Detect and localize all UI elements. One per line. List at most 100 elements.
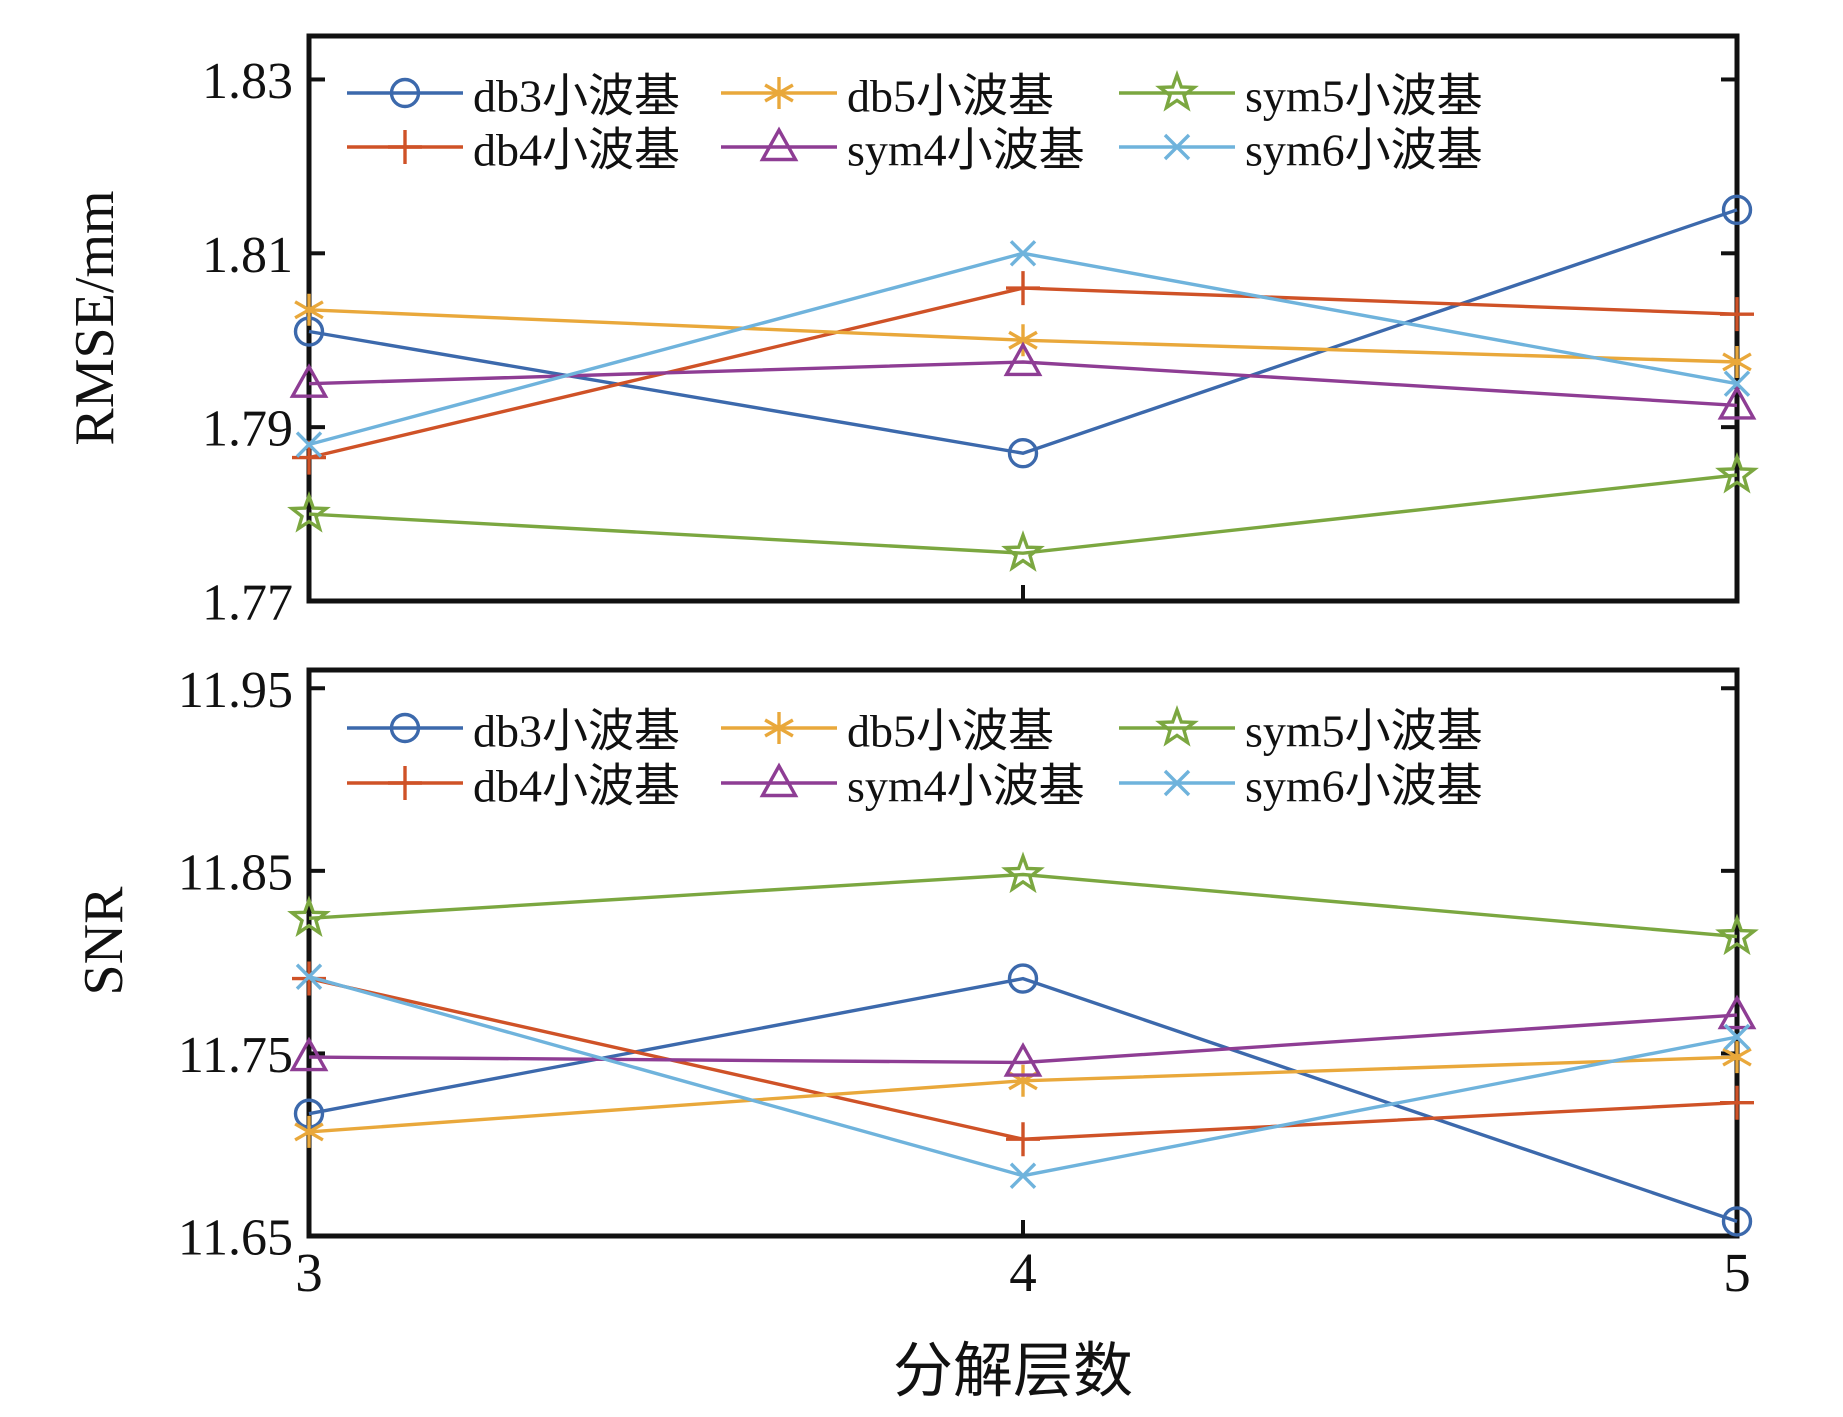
series-line-sym4 (308, 1013, 1738, 1065)
marker-x-sym6 (1723, 370, 1751, 397)
legend-marker-x (1163, 769, 1191, 797)
y-tick-label: 1.77 (202, 575, 293, 632)
y-tick-label: 1.83 (202, 53, 293, 110)
series-db3 (293, 963, 1753, 1237)
legend-label-db3: db3小波基 (473, 71, 680, 122)
series-sym5 (287, 451, 1759, 572)
marker-circle-db3 (1007, 438, 1039, 469)
marker-asterisk-db5 (1722, 345, 1752, 378)
marker-star-sym5 (1715, 451, 1759, 494)
series-line-db3 (308, 208, 1738, 455)
legend-label-db4: db4小波基 (473, 761, 680, 812)
marker-asterisk-db5 (294, 1115, 324, 1148)
series-sym6 (295, 963, 1751, 1189)
legend-marker-triangle (759, 126, 799, 162)
legend-item-sym6: sym6小波基 (1119, 761, 1483, 812)
series-sym5 (287, 851, 1759, 956)
series-line-sym5 (308, 473, 1738, 555)
x-tick-label: 4 (1009, 1242, 1037, 1303)
legend-label-sym6: sym6小波基 (1245, 761, 1483, 812)
legend-marker-circle (389, 712, 421, 744)
x-axis-label: 分解层数 (893, 1338, 1133, 1405)
legend-item-db5: db5小波基 (721, 71, 1054, 122)
marker-asterisk-db5 (1722, 1041, 1752, 1074)
legend-marker-asterisk (764, 712, 794, 744)
legend-marker-plus (388, 766, 422, 800)
legend-item-sym5: sym5小波基 (1119, 69, 1483, 122)
y-tick-label: 11.75 (178, 1027, 293, 1084)
marker-triangle-sym4 (1717, 994, 1757, 1030)
legend-label-db5: db5小波基 (847, 706, 1054, 757)
legend-label-sym4: sym4小波基 (847, 761, 1085, 812)
series-db4 (292, 961, 1754, 1157)
marker-triangle-sym4 (1003, 341, 1043, 377)
x-tick-label: 5 (1723, 1242, 1751, 1303)
marker-circle-db3 (1721, 1206, 1753, 1237)
marker-plus-db4 (1006, 1122, 1040, 1157)
y-tick-label: 11.95 (178, 662, 293, 719)
marker-triangle-sym4 (289, 363, 329, 398)
series-db5 (294, 293, 1752, 378)
marker-triangle-sym4 (1003, 1042, 1043, 1077)
marker-star-sym5 (1001, 851, 1045, 894)
marker-asterisk-db5 (1008, 324, 1038, 357)
series-sym4 (289, 994, 1757, 1077)
marker-x-sym6 (1723, 1023, 1751, 1051)
marker-plus-db4 (1720, 297, 1754, 332)
marker-x-sym6 (295, 963, 323, 990)
legend-marker-circle (389, 77, 421, 109)
legend-marker-star (1155, 704, 1199, 747)
legend-item-db4: db4小波基 (347, 761, 680, 812)
legend-item-db3: db3小波基 (347, 71, 680, 122)
y-tick-label: 1.79 (202, 401, 293, 458)
legend-marker-plus (388, 130, 422, 164)
marker-star-sym5 (1715, 913, 1759, 956)
legend-marker-star (1155, 69, 1199, 112)
series-line-db3 (308, 976, 1738, 1224)
legend-marker-asterisk (764, 77, 794, 109)
snr-y-axis-label: SNR (73, 886, 135, 996)
series-db4 (292, 271, 1754, 475)
series-line-sym5 (308, 872, 1738, 939)
marker-triangle-sym4 (1717, 384, 1757, 420)
legend-label-sym5: sym5小波基 (1245, 71, 1483, 122)
series-sym4 (289, 341, 1757, 420)
marker-asterisk-db5 (294, 293, 324, 326)
legend-marker-triangle (759, 762, 799, 798)
legend-label-db4: db4小波基 (473, 125, 680, 176)
series-line-sym4 (308, 360, 1738, 408)
y-tick-label: 11.85 (178, 844, 293, 901)
marker-plus-db4 (1720, 1085, 1754, 1120)
legend-item-sym5: sym5小波基 (1119, 704, 1483, 757)
series-db3 (293, 194, 1753, 469)
marker-x-sym6 (1009, 1162, 1037, 1189)
marker-circle-db3 (1007, 963, 1039, 994)
marker-x-sym6 (1009, 240, 1037, 267)
marker-triangle-sym4 (289, 1036, 329, 1072)
legend-label-db3: db3小波基 (473, 706, 680, 757)
legend-marker-x (1163, 133, 1191, 161)
marker-circle-db3 (1721, 194, 1753, 226)
y-tick-label: 11.65 (178, 1210, 293, 1267)
legend-item-sym6: sym6小波基 (1119, 125, 1483, 176)
legend-item-db3: db3小波基 (347, 706, 680, 757)
marker-plus-db4 (1006, 271, 1040, 306)
marker-star-sym5 (287, 491, 331, 533)
marker-x-sym6 (295, 431, 323, 458)
series-sym6 (295, 240, 1751, 458)
legend-label-sym5: sym5小波基 (1245, 706, 1483, 757)
rmse-y-axis-label: RMSE/mm (64, 190, 126, 446)
legend-item-sym4: sym4小波基 (721, 125, 1085, 176)
x-tick-label: 3 (295, 1242, 323, 1303)
legend-label-sym4: sym4小波基 (847, 125, 1085, 176)
legend-label-sym6: sym6小波基 (1245, 125, 1483, 176)
legend-item-db4: db4小波基 (347, 125, 680, 176)
legend-item-sym4: sym4小波基 (721, 761, 1085, 812)
legend-item-db5: db5小波基 (721, 706, 1054, 757)
